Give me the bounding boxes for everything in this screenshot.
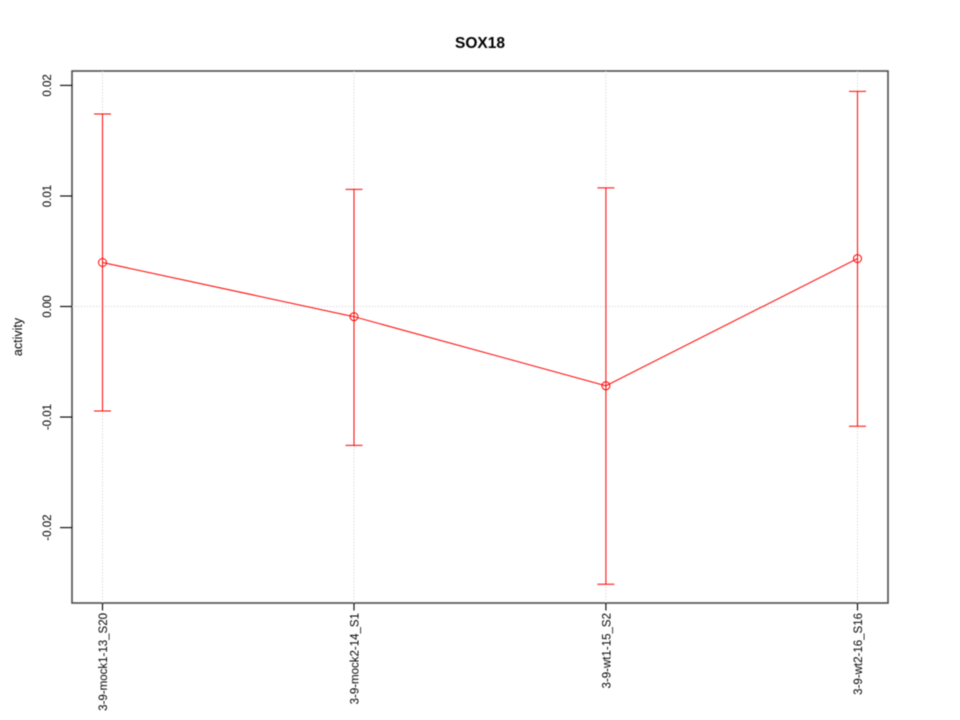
svg-text:0.02: 0.02 (42, 74, 54, 96)
svg-text:3-9-mock2-14_S1: 3-9-mock2-14_S1 (350, 613, 362, 704)
svg-text:3-9-wt1-15_S2: 3-9-wt1-15_S2 (601, 613, 613, 688)
svg-text:0.01: 0.01 (42, 185, 54, 207)
svg-text:SOX18: SOX18 (455, 35, 505, 52)
svg-text:-0.01: -0.01 (42, 404, 54, 430)
svg-text:activity: activity (11, 317, 25, 356)
svg-text:3-9-mock1-13_S20: 3-9-mock1-13_S20 (98, 613, 110, 711)
svg-text:-0.02: -0.02 (42, 514, 54, 540)
svg-text:0.00: 0.00 (42, 295, 54, 317)
svg-text:3-9-wt2-16_S16: 3-9-wt2-16_S16 (853, 613, 865, 695)
